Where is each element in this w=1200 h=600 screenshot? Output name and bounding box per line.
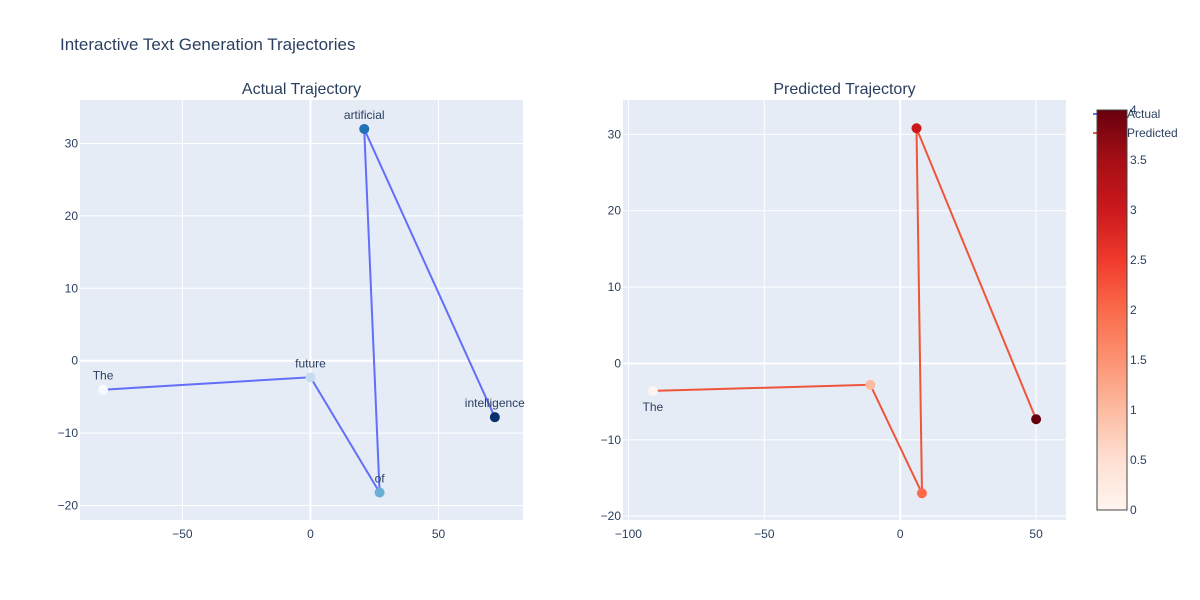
x-tick-label: 0	[307, 527, 314, 541]
panel-actual-trajectory: Actual Trajectory −50 0 50 −20 −10 0 10 20 30 The f…	[58, 81, 526, 541]
colorbar-tick-label: 4	[1130, 103, 1137, 117]
y-tick-label: 30	[608, 127, 622, 141]
x-tick-label: −100	[615, 527, 642, 541]
trajectory-point[interactable]	[359, 123, 370, 134]
colorbar-tick-label: 3	[1130, 203, 1137, 217]
subplot-title: Predicted Trajectory	[773, 81, 915, 98]
y-tick-label: −20	[601, 509, 622, 523]
point-label: of	[375, 471, 386, 485]
colorbar-tick-label: 1	[1130, 403, 1137, 417]
colorbar-tick-label: 2.5	[1130, 253, 1147, 267]
colorbar: 0 0.5 1 1.5 2 2.5 3 3.5 4	[1096, 103, 1147, 517]
y-tick-label: −10	[601, 433, 622, 447]
colorbar-tick-label: 3.5	[1130, 153, 1147, 167]
legend-label[interactable]: Predicted	[1127, 126, 1178, 140]
y-tick-label: −10	[58, 426, 79, 440]
trajectory-point[interactable]	[374, 487, 385, 498]
colorbar-tick-label: 0	[1130, 503, 1137, 517]
point-label: The	[93, 369, 114, 383]
x-tick-label: −50	[172, 527, 193, 541]
x-tick-label: −50	[754, 527, 775, 541]
point-label: The	[643, 400, 664, 414]
subplot-title: Actual Trajectory	[242, 81, 361, 98]
trajectory-point[interactable]	[916, 488, 927, 499]
plot-area	[623, 100, 1066, 520]
trajectory-point[interactable]	[647, 385, 658, 396]
y-tick-label: −20	[58, 499, 79, 513]
panel-predicted-trajectory: Predicted Trajectory−100 −50 0 50−20−100102…	[601, 81, 1066, 541]
colorbar-gradient	[1096, 109, 1128, 511]
colorbar-tick-label: 1.5	[1130, 353, 1147, 367]
y-tick-label: 20	[65, 209, 79, 223]
x-tick-label: 0	[897, 527, 904, 541]
colorbar-tick-label: 2	[1130, 303, 1137, 317]
x-tick-label: 50	[1029, 527, 1043, 541]
y-tick-label: 10	[608, 280, 622, 294]
trajectory-point[interactable]	[98, 384, 109, 395]
y-tick-label: 0	[71, 354, 78, 368]
x-tick-label: 50	[432, 527, 446, 541]
point-label: artificial	[344, 108, 385, 122]
colorbar-tick-label: 0.5	[1130, 453, 1147, 467]
trajectory-point[interactable]	[1031, 414, 1042, 425]
legend-label[interactable]: Actual	[1127, 107, 1160, 121]
y-tick-label: 10	[65, 281, 79, 295]
trajectory-point[interactable]	[911, 123, 922, 134]
trajectory-point[interactable]	[489, 412, 500, 423]
y-tick-label: 30	[65, 136, 79, 150]
point-label: intelligence	[465, 396, 525, 410]
trajectory-point[interactable]	[865, 379, 876, 390]
y-tick-label: 0	[614, 356, 621, 370]
plot-area	[80, 100, 523, 520]
point-label: future	[295, 356, 326, 370]
trajectory-point[interactable]	[305, 372, 316, 383]
y-tick-label: 20	[608, 204, 622, 218]
chart-title: Interactive Text Generation Trajectories	[60, 35, 355, 54]
